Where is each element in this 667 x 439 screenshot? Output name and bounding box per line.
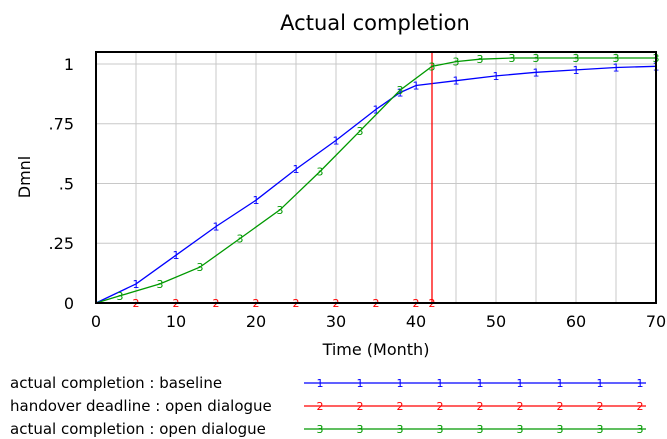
y-tick-label: 1 (64, 55, 74, 74)
data-point-marker: 1 (333, 134, 340, 147)
legend-marker: 2 (317, 400, 324, 413)
data-point-marker: 1 (397, 87, 404, 100)
data-point-marker: 3 (429, 60, 436, 73)
x-tick-label: 10 (166, 312, 186, 331)
data-point-marker: 1 (413, 79, 420, 92)
legend-marker: 1 (517, 377, 524, 390)
data-point-marker: 1 (533, 66, 540, 79)
data-point-marker: 3 (277, 204, 284, 217)
x-tick-label: 0 (91, 312, 101, 331)
y-tick-label: .75 (49, 115, 74, 134)
legend-marker: 3 (437, 423, 444, 436)
data-point-marker: 3 (453, 56, 460, 69)
chart-title: Actual completion (280, 11, 470, 35)
legend-label: actual completion : baseline (10, 374, 222, 392)
legend-marker: 2 (397, 400, 404, 413)
legend-marker: 3 (597, 423, 604, 436)
data-point-marker: 3 (613, 52, 620, 65)
data-point-marker: 1 (133, 278, 140, 291)
legend-marker: 2 (597, 400, 604, 413)
data-point-marker: 1 (493, 70, 500, 83)
legend: actual completion : baseline 1 1 1 1 1 1 1 1 1 han… (10, 374, 646, 438)
legend-marker: 1 (397, 377, 404, 390)
x-tick-label: 30 (326, 312, 346, 331)
x-tick-label: 70 (646, 312, 666, 331)
data-point-marker: 3 (197, 261, 204, 274)
x-axis-label: Time (Month) (322, 340, 430, 359)
data-point-marker: 3 (397, 84, 404, 97)
legend-label: handover deadline : open dialogue (10, 397, 272, 415)
legend-marker: 1 (317, 377, 324, 390)
legend-marker: 2 (357, 400, 364, 413)
legend-marker: 1 (437, 377, 444, 390)
legend-marker: 1 (357, 377, 364, 390)
data-point-marker: 3 (357, 125, 364, 138)
x-tick-label: 20 (246, 312, 266, 331)
legend-marker: 1 (477, 377, 484, 390)
legend-marker: 2 (477, 400, 484, 413)
data-point-marker: 3 (237, 232, 244, 245)
data-point-marker: 1 (213, 221, 220, 234)
legend-marker: 3 (317, 423, 324, 436)
y-tick-label: .25 (49, 234, 74, 253)
legend-marker: 2 (437, 400, 444, 413)
x-tick-label: 50 (486, 312, 506, 331)
legend-label: actual completion : open dialogue (10, 420, 266, 438)
y-axis-label: Dmnl (15, 156, 34, 199)
y-axis-ticks: 0 .25 .5 .75 1 (49, 55, 74, 313)
data-point-marker: 3 (573, 52, 580, 65)
data-point-marker: 1 (613, 62, 620, 75)
data-point-marker: 3 (477, 53, 484, 66)
legend-marker: 3 (637, 423, 644, 436)
data-point-marker: 1 (253, 194, 260, 207)
series-line (95, 65, 657, 304)
data-point-marker: 1 (453, 75, 460, 88)
x-axis-ticks: 0 10 20 30 40 50 60 70 (91, 312, 666, 331)
data-point-marker: 3 (509, 52, 516, 65)
legend-marker: 3 (397, 423, 404, 436)
data-point-marker: 3 (533, 52, 540, 65)
data-point-marker: 1 (173, 249, 180, 262)
legend-marker: 2 (637, 400, 644, 413)
data-point-marker: 3 (157, 278, 164, 291)
y-tick-label: .5 (59, 174, 74, 193)
legend-marker: 1 (557, 377, 564, 390)
data-point-marker: 1 (293, 163, 300, 176)
legend-marker: 3 (557, 423, 564, 436)
x-tick-label: 60 (566, 312, 586, 331)
legend-marker: 3 (477, 423, 484, 436)
x-tick-label: 40 (406, 312, 426, 331)
legend-marker: 1 (637, 377, 644, 390)
series-line (95, 57, 656, 304)
data-point-marker: 3 (117, 290, 124, 303)
data-point-marker: 1 (573, 64, 580, 77)
data-point-marker: 3 (317, 166, 324, 179)
data-point-marker: 1 (373, 103, 380, 116)
legend-marker: 3 (357, 423, 364, 436)
y-tick-label: 0 (64, 294, 74, 313)
legend-marker: 2 (517, 400, 524, 413)
legend-marker: 2 (557, 400, 564, 413)
plot-border (95, 51, 657, 304)
legend-marker: 1 (597, 377, 604, 390)
legend-marker: 3 (517, 423, 524, 436)
